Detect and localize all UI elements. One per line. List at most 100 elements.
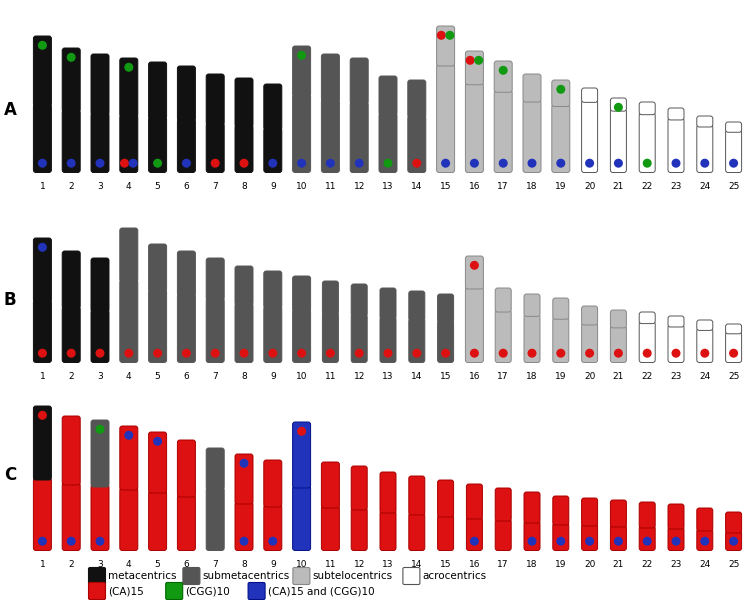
Circle shape [643,538,651,545]
Circle shape [125,431,132,439]
FancyBboxPatch shape [33,36,51,106]
Text: 18: 18 [526,372,538,381]
Text: 11: 11 [324,372,336,381]
FancyBboxPatch shape [178,495,195,551]
Text: 15: 15 [440,372,451,381]
Text: 21: 21 [612,560,624,569]
Circle shape [643,349,651,357]
FancyBboxPatch shape [466,484,482,519]
Circle shape [39,538,46,545]
Text: submetacentrics: submetacentrics [203,571,290,581]
Circle shape [327,349,334,357]
FancyBboxPatch shape [640,502,655,528]
Circle shape [557,85,565,93]
FancyBboxPatch shape [610,310,627,328]
FancyBboxPatch shape [91,485,109,551]
Circle shape [153,349,161,357]
FancyBboxPatch shape [524,294,540,316]
FancyBboxPatch shape [149,117,166,173]
Circle shape [470,160,479,167]
FancyBboxPatch shape [495,310,511,362]
FancyBboxPatch shape [610,98,627,111]
FancyBboxPatch shape [264,460,282,507]
FancyBboxPatch shape [119,115,138,173]
FancyBboxPatch shape [352,466,367,510]
FancyBboxPatch shape [264,84,282,130]
FancyBboxPatch shape [235,454,253,504]
Circle shape [557,349,565,357]
Text: 22: 22 [642,560,653,569]
FancyBboxPatch shape [466,287,483,362]
Text: 7: 7 [212,372,218,381]
Circle shape [672,349,680,357]
FancyBboxPatch shape [178,119,195,173]
Circle shape [475,56,482,64]
Circle shape [212,349,219,357]
FancyBboxPatch shape [321,100,339,173]
Text: 3: 3 [97,560,103,569]
FancyBboxPatch shape [409,319,425,362]
FancyBboxPatch shape [726,130,742,173]
FancyBboxPatch shape [437,64,454,173]
Text: 18: 18 [526,182,538,191]
Circle shape [298,427,305,435]
Text: 7: 7 [212,560,218,569]
FancyBboxPatch shape [409,513,425,551]
FancyBboxPatch shape [293,486,311,551]
Circle shape [500,349,507,357]
Text: 17: 17 [497,372,509,381]
Circle shape [500,67,507,74]
Text: 10: 10 [296,182,308,191]
Circle shape [67,53,75,61]
Text: 12: 12 [354,372,365,381]
FancyBboxPatch shape [293,95,311,173]
Circle shape [730,160,737,167]
Circle shape [355,160,363,167]
Text: 22: 22 [642,182,653,191]
FancyBboxPatch shape [523,74,541,102]
Text: 10: 10 [296,372,308,381]
Circle shape [269,160,277,167]
FancyBboxPatch shape [407,80,426,118]
FancyBboxPatch shape [726,512,742,533]
Circle shape [269,538,277,545]
Text: 13: 13 [383,372,394,381]
FancyBboxPatch shape [523,100,541,173]
Text: 7: 7 [212,182,218,191]
FancyBboxPatch shape [494,90,513,173]
Text: 5: 5 [155,182,160,191]
Text: 25: 25 [728,372,739,381]
FancyBboxPatch shape [206,448,225,490]
Circle shape [125,349,132,357]
Circle shape [470,538,479,545]
Text: acrocentrics: acrocentrics [423,571,487,581]
FancyBboxPatch shape [668,325,684,362]
Text: C: C [4,466,16,484]
Circle shape [212,160,219,167]
Circle shape [298,538,305,545]
FancyBboxPatch shape [553,298,569,319]
FancyBboxPatch shape [33,238,51,302]
Text: 2: 2 [68,372,74,381]
FancyBboxPatch shape [62,416,80,485]
Circle shape [269,349,277,357]
Text: 2: 2 [68,560,74,569]
Text: 4: 4 [126,372,132,381]
FancyBboxPatch shape [91,54,109,115]
FancyBboxPatch shape [581,323,597,362]
Text: 3: 3 [97,372,103,381]
FancyBboxPatch shape [322,281,339,314]
Text: 19: 19 [555,182,566,191]
Text: 17: 17 [497,182,509,191]
Text: 1: 1 [39,560,45,569]
Circle shape [384,349,392,357]
FancyBboxPatch shape [437,26,454,66]
Circle shape [39,349,46,357]
FancyBboxPatch shape [552,104,570,173]
Circle shape [672,160,680,167]
Circle shape [528,349,536,357]
FancyBboxPatch shape [235,125,253,173]
Text: (CA)15 and (CGG)10: (CA)15 and (CGG)10 [268,586,374,596]
FancyBboxPatch shape [149,62,166,119]
Text: 19: 19 [555,372,566,381]
